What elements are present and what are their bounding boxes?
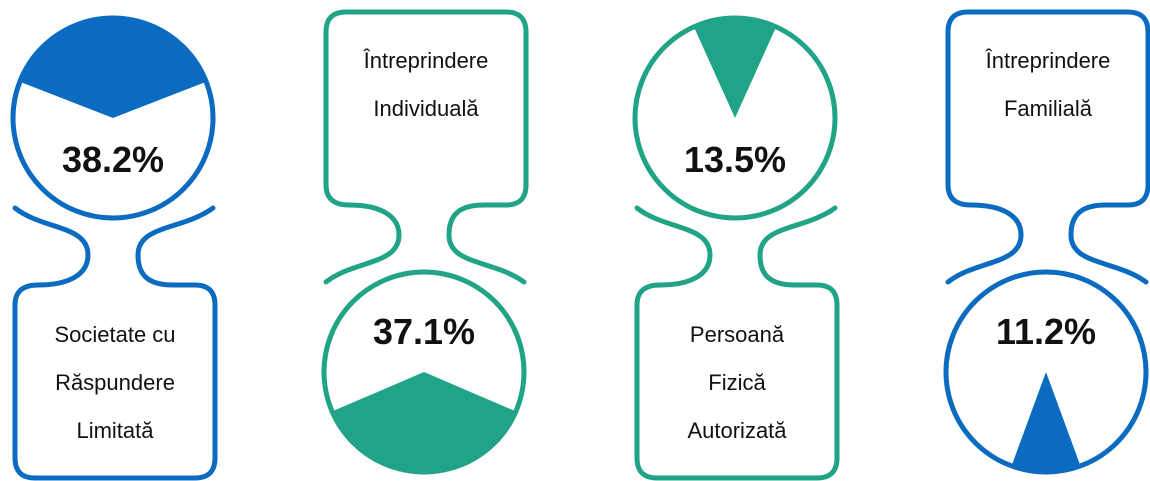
- category-label: Persoană Fizică Autorizată: [687, 322, 787, 443]
- sector: [19, 17, 207, 119]
- label-box: [945, 9, 1150, 285]
- value-label: 38.2%: [61, 139, 165, 180]
- item: [943, 9, 1150, 475]
- value-label: 13.5%: [683, 139, 787, 180]
- value-label: 37.1%: [372, 311, 476, 352]
- item: [632, 15, 840, 481]
- label-box: [323, 9, 529, 285]
- label-box: [12, 205, 218, 481]
- category-label: Societate cu Răspundere Limitată: [54, 322, 176, 443]
- item: [10, 15, 218, 481]
- circle-outline: [321, 269, 527, 475]
- category-label: Întreprindere Familială: [985, 48, 1111, 121]
- circle-outline: [10, 15, 216, 221]
- sector: [693, 18, 777, 118]
- value-label: 11.2%: [995, 311, 1097, 352]
- circle-outline: [632, 15, 838, 221]
- category-label: Întreprindere Individuală: [363, 48, 489, 121]
- sector: [1011, 372, 1081, 472]
- circle-outline: [943, 269, 1149, 475]
- label-box: [634, 205, 840, 481]
- item: [321, 9, 529, 475]
- sector: [332, 372, 516, 472]
